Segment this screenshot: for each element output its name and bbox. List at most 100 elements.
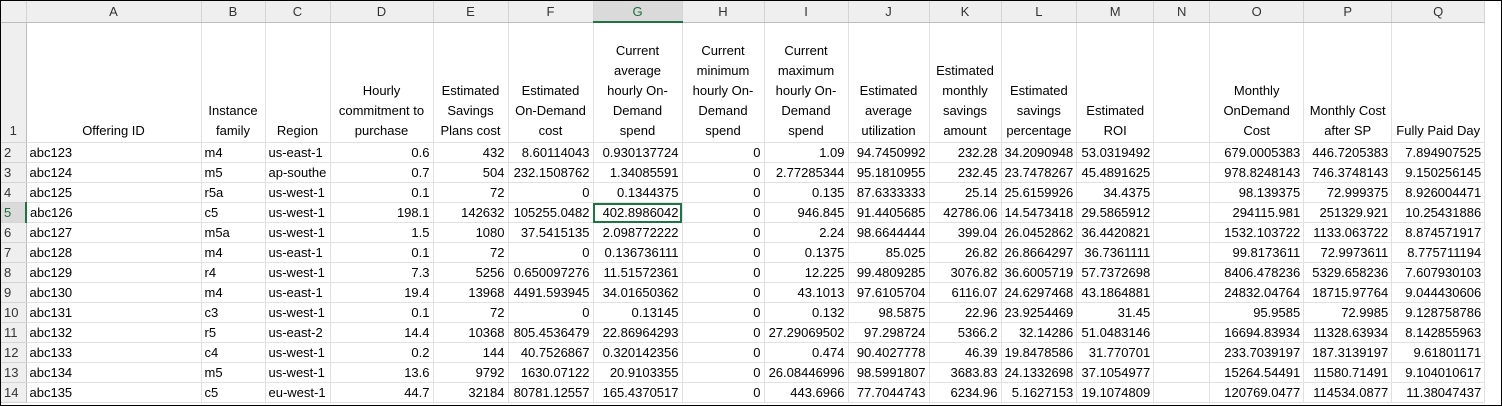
cell[interactable]: 0.1 — [330, 242, 434, 263]
cell[interactable]: 36.7361111 — [1076, 242, 1155, 263]
select-all-corner[interactable] — [1, 1, 27, 23]
cell[interactable]: 504 — [433, 162, 509, 183]
row-header[interactable]: 13 — [1, 362, 27, 383]
cell[interactable]: 8.60114043 — [508, 142, 594, 163]
cell[interactable]: 9.044430606 — [1391, 282, 1486, 303]
cell[interactable] — [1153, 342, 1211, 363]
column-header-n[interactable]: N — [1153, 1, 1211, 23]
cell[interactable] — [1153, 162, 1211, 183]
cell[interactable]: 0 — [682, 182, 765, 203]
row-header[interactable]: 8 — [1, 262, 27, 283]
header-cell[interactable]: Monthly OnDemand Cost — [1209, 22, 1305, 143]
cell[interactable]: 2.24 — [764, 222, 849, 243]
cell[interactable]: us-west-1 — [265, 222, 331, 243]
cell[interactable]: 8406.478236 — [1209, 262, 1305, 283]
cell[interactable]: 72.999375 — [1303, 182, 1393, 203]
cell[interactable]: c5 — [201, 202, 266, 223]
cell[interactable]: us-west-1 — [265, 302, 331, 323]
cell[interactable]: abc126 — [26, 202, 202, 223]
cell[interactable]: 0 — [682, 222, 765, 243]
cell[interactable]: abc134 — [26, 362, 202, 383]
cell[interactable]: 26.8664297 — [1001, 242, 1078, 263]
cell[interactable]: 46.39 — [929, 342, 1002, 363]
cell[interactable]: 72 — [433, 242, 509, 263]
cell[interactable]: 98.6644444 — [848, 222, 930, 243]
cell[interactable]: 26.0452862 — [1001, 222, 1078, 243]
cell[interactable]: 443.6966 — [764, 382, 849, 403]
column-header-a[interactable]: A — [26, 1, 202, 23]
cell[interactable]: 57.7372698 — [1076, 262, 1155, 283]
cell[interactable]: 20.9103355 — [593, 362, 683, 383]
cell[interactable]: 8.874571917 — [1391, 222, 1486, 243]
cell[interactable]: 24.1332698 — [1001, 362, 1078, 383]
cell[interactable]: 232.1508762 — [508, 162, 594, 183]
cell[interactable]: 446.7205383 — [1303, 142, 1393, 163]
row-header[interactable]: 14 — [1, 382, 27, 403]
cell[interactable]: ap-southe — [265, 162, 331, 183]
cell[interactable]: 8.142855963 — [1391, 322, 1486, 343]
cell[interactable]: 29.5865912 — [1076, 202, 1155, 223]
cell[interactable] — [1153, 182, 1211, 203]
cell[interactable]: 11.38047437 — [1391, 382, 1486, 403]
cell[interactable]: 22.86964293 — [593, 322, 683, 343]
cell[interactable]: 95.1810955 — [848, 162, 930, 183]
cell[interactable]: 32.14286 — [1001, 322, 1078, 343]
column-header-e[interactable]: E — [433, 1, 509, 23]
cell[interactable]: 32184 — [433, 382, 509, 403]
cell[interactable]: 5366.2 — [929, 322, 1002, 343]
header-cell[interactable]: Estimated Savings Plans cost — [433, 22, 509, 143]
cell[interactable]: 7.894907525 — [1391, 142, 1486, 163]
cell[interactable]: 91.4405685 — [848, 202, 930, 223]
cell[interactable]: 6116.07 — [929, 282, 1002, 303]
cell[interactable]: 15264.54491 — [1209, 362, 1305, 383]
cell[interactable]: 233.7039197 — [1209, 342, 1305, 363]
cell[interactable]: 5.1627153 — [1001, 382, 1078, 403]
cell[interactable]: 0 — [682, 282, 765, 303]
cell[interactable]: m4 — [201, 142, 266, 163]
cell[interactable]: c5 — [201, 382, 266, 403]
cell[interactable]: abc125 — [26, 182, 202, 203]
row-header[interactable]: 5 — [1, 202, 27, 223]
header-cell[interactable]: Current maximum hourly On-Demand spend — [764, 22, 849, 143]
cell[interactable]: 0 — [682, 342, 765, 363]
cell[interactable]: m4 — [201, 242, 266, 263]
row-header[interactable]: 2 — [1, 142, 27, 163]
cell[interactable]: 43.1013 — [764, 282, 849, 303]
cell[interactable]: 0 — [682, 362, 765, 383]
cell[interactable]: 9792 — [433, 362, 509, 383]
cell[interactable]: 26.08446996 — [764, 362, 849, 383]
cell[interactable]: 0.1 — [330, 182, 434, 203]
row-header[interactable]: 11 — [1, 322, 27, 343]
cell[interactable]: r5a — [201, 182, 266, 203]
cell[interactable]: 97.6105704 — [848, 282, 930, 303]
cell[interactable]: 24.6297468 — [1001, 282, 1078, 303]
column-header-h[interactable]: H — [682, 1, 765, 23]
column-header-o[interactable]: O — [1209, 1, 1305, 23]
cell[interactable]: abc131 — [26, 302, 202, 323]
cell[interactable]: 98.139375 — [1209, 182, 1305, 203]
cell[interactable]: 1.34085591 — [593, 162, 683, 183]
cell[interactable]: 14.5473418 — [1001, 202, 1078, 223]
cell[interactable]: 25.14 — [929, 182, 1002, 203]
header-cell[interactable]: Fully Paid Day — [1391, 22, 1486, 143]
cell[interactable]: 0.2 — [330, 342, 434, 363]
column-header-j[interactable]: J — [848, 1, 930, 23]
cell[interactable]: 0.135 — [764, 182, 849, 203]
cell[interactable]: 0.1 — [330, 302, 434, 323]
cell[interactable]: 187.3139197 — [1303, 342, 1393, 363]
cell[interactable]: c3 — [201, 302, 266, 323]
cell[interactable]: 399.04 — [929, 222, 1002, 243]
cell[interactable]: 9.128758786 — [1391, 302, 1486, 323]
cell[interactable]: 1.09 — [764, 142, 849, 163]
cell[interactable]: 946.845 — [764, 202, 849, 223]
cell[interactable]: 13968 — [433, 282, 509, 303]
header-cell[interactable]: Region — [265, 22, 331, 143]
cell[interactable]: abc127 — [26, 222, 202, 243]
cell[interactable]: 10.25431886 — [1391, 202, 1486, 223]
cell[interactable]: 105255.0482 — [508, 202, 594, 223]
column-header-q[interactable]: Q — [1391, 1, 1486, 23]
cell[interactable]: 2.098772222 — [593, 222, 683, 243]
cell[interactable]: 72 — [433, 302, 509, 323]
row-header[interactable]: 1 — [1, 22, 27, 143]
cell[interactable]: 18715.97764 — [1303, 282, 1393, 303]
